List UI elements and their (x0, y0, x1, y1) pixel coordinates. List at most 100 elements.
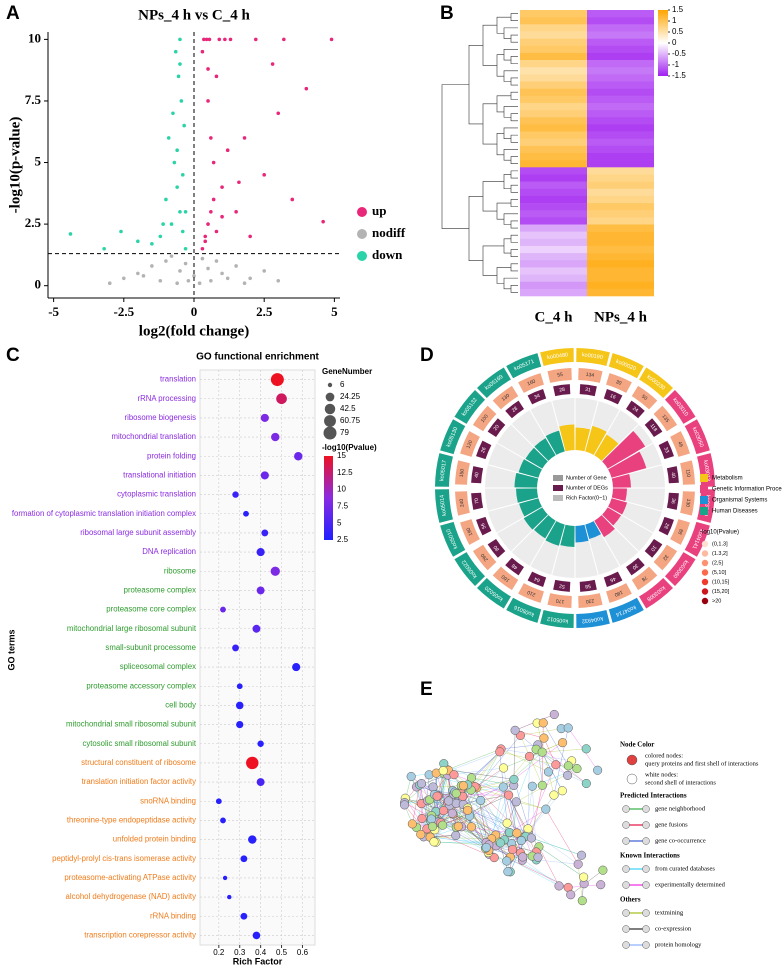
y-tick-label: formation of cytoplasmic translation ini… (12, 509, 196, 518)
dendrogram (510, 170, 518, 179)
gene-count-label: 240 (459, 498, 466, 507)
gene-count-label: 134 (585, 372, 594, 379)
deg-count-label: 40 (474, 472, 481, 479)
point (223, 37, 227, 42)
network-legend: Node Color colored nodes: query proteins… (620, 741, 759, 949)
network-node (453, 821, 463, 831)
heatmap-cell (587, 31, 654, 39)
point (321, 219, 325, 224)
deg-count-label: 30 (631, 562, 639, 570)
network-node (572, 764, 582, 774)
legend-swatch (701, 578, 709, 586)
point (209, 209, 213, 214)
y-tick-label: 2.5 (25, 215, 42, 230)
y-tick-label: unfolded protein binding (113, 835, 196, 844)
x-tick-label: -2.5 (114, 304, 135, 319)
spoke (487, 497, 539, 512)
sector-id (435, 489, 453, 523)
heatmap-cell (520, 38, 587, 47)
network-node (581, 744, 591, 754)
network-node (551, 760, 561, 770)
column-label: C_4 h (535, 309, 574, 325)
dendrogram (510, 220, 518, 229)
gene-count (631, 566, 658, 591)
network-node (406, 771, 416, 782)
sector-id (454, 552, 486, 587)
rich-factor-bar (545, 430, 565, 455)
network-node (537, 747, 547, 757)
network-node (463, 805, 473, 815)
legend-text: textmining (655, 909, 684, 916)
dendrogram (468, 45, 483, 125)
spoke (511, 424, 549, 462)
point (171, 111, 175, 116)
point (290, 197, 295, 202)
dendrogram (496, 133, 504, 156)
bubble (260, 413, 269, 422)
y-axis-label: GO terms (6, 629, 16, 670)
point (206, 222, 210, 226)
deg-count (505, 400, 524, 419)
legend-text: from curated databases (655, 865, 715, 872)
y-tick-label: small-subunit processome (105, 643, 196, 652)
heatmap-cell (587, 238, 654, 247)
network-edge (433, 841, 489, 846)
heatmap-cell (520, 238, 587, 247)
gene-count (472, 405, 497, 432)
x-tick-label: 5 (331, 304, 338, 319)
bubble (236, 683, 243, 690)
heatmap-cell (520, 24, 587, 32)
bubble (294, 452, 303, 461)
network-node (476, 795, 486, 805)
y-axis-label: -log10(p-value) (7, 117, 23, 214)
network-edge (474, 779, 514, 787)
point (175, 281, 179, 286)
gene-count (547, 593, 572, 608)
y-tick-label: mitochondrial translation (111, 432, 196, 441)
network-node (566, 890, 576, 900)
deg-count-label: 34 (534, 393, 542, 401)
heatmap-cell (520, 160, 587, 168)
deg-count-label: 10 (649, 544, 657, 552)
heatmap-cell (587, 167, 654, 175)
network-node (512, 828, 522, 838)
bubble (260, 471, 269, 480)
legend-label: 6 (340, 380, 345, 389)
network-edge (508, 858, 560, 887)
gene-count-label: 120 (466, 439, 475, 449)
deg-count-label: 26 (480, 446, 488, 454)
sector-id (576, 610, 610, 628)
panel-letter: B (440, 3, 454, 24)
sector-label: ko00480 (547, 352, 569, 361)
heatmap-cell (587, 245, 654, 254)
spoke (593, 409, 621, 456)
network-node (509, 774, 519, 784)
legend-text: second shell of interactions (645, 779, 716, 786)
network-edge (542, 748, 587, 753)
heatmap-cell (587, 174, 654, 182)
y-tick-label: DNA replication (142, 547, 196, 556)
deg-count-label: 40 (669, 472, 676, 479)
sector-id (440, 521, 466, 557)
legend-size (324, 415, 336, 427)
legend-swatch (553, 475, 563, 481)
point (183, 209, 188, 214)
gene-count-label: 290 (480, 552, 490, 562)
sector-id (664, 389, 696, 424)
point (253, 37, 258, 42)
y-tick-label: spliceosomal complex (120, 662, 196, 671)
network-node (427, 822, 438, 832)
point (150, 264, 154, 268)
sector-label: ko05014 (439, 494, 448, 516)
network-edge (491, 786, 504, 839)
network-edge (516, 801, 546, 810)
bubble (292, 663, 301, 672)
bubble (220, 817, 226, 824)
legend-swatch (357, 229, 367, 239)
gene-count (492, 566, 519, 591)
gene-count (492, 385, 519, 410)
network-edge (443, 763, 509, 796)
point (183, 246, 188, 251)
bubble (232, 491, 239, 498)
